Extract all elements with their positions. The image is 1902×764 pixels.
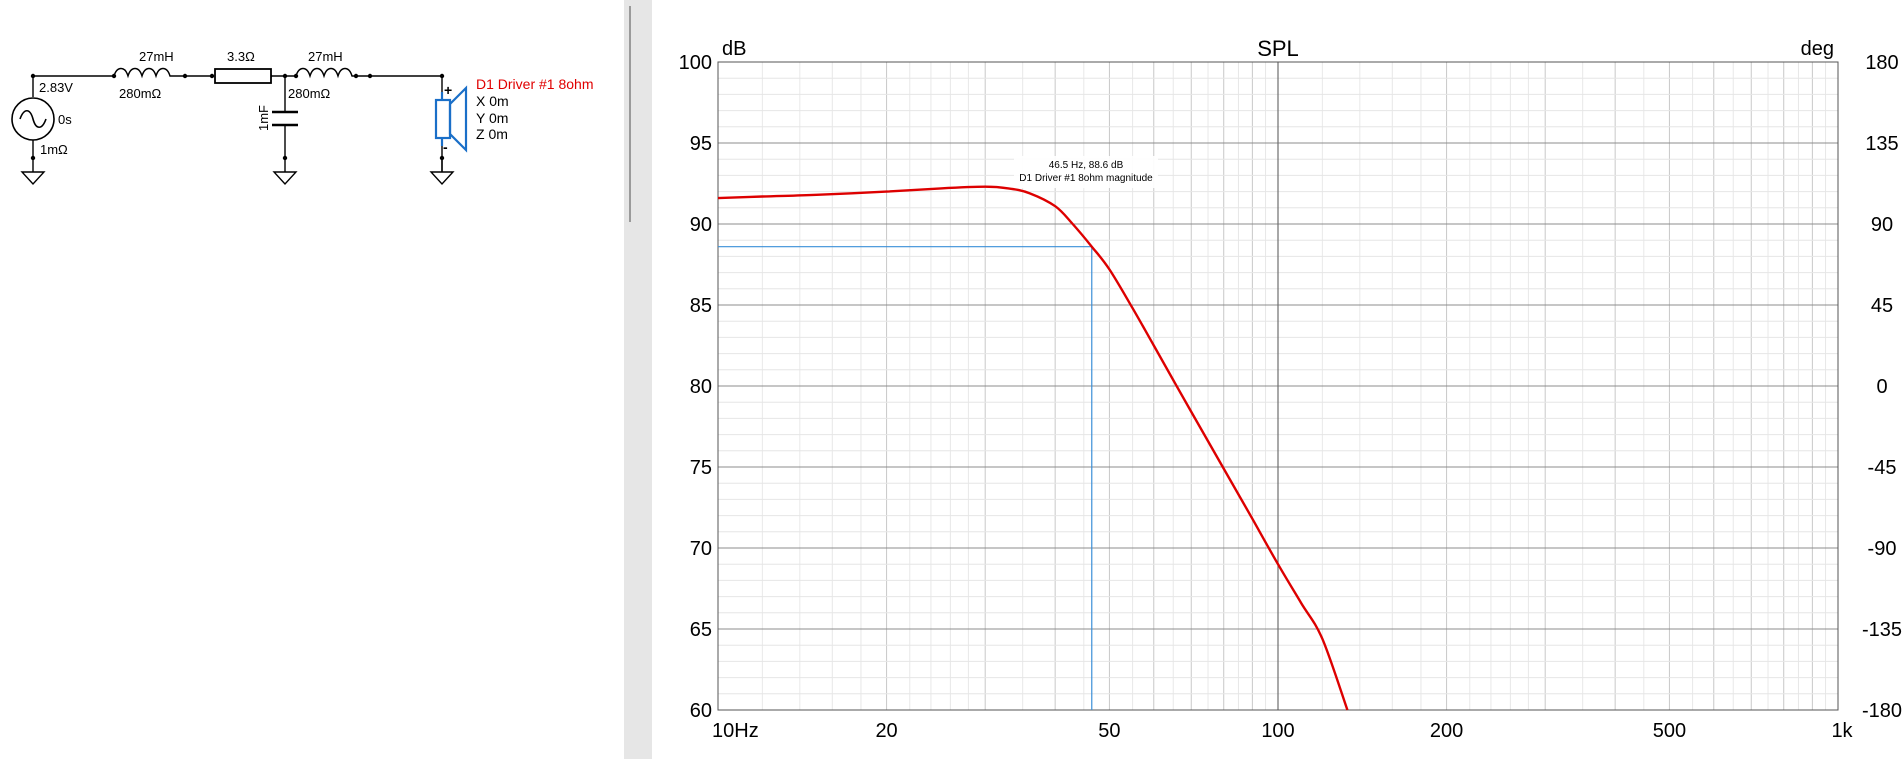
source-resistance-label: 1mΩ <box>40 142 68 157</box>
left-axis-unit: dB <box>722 38 746 60</box>
driver-minus-label: - <box>443 139 448 155</box>
resistor-value-label: 3.3Ω <box>227 49 255 64</box>
cursor-readout: 46.5 Hz, 88.6 dB <box>1049 160 1124 171</box>
driver-x-label: X 0m <box>476 93 509 109</box>
pane-splitter[interactable] <box>624 0 652 759</box>
capacitor-value-label: 1mF <box>256 105 271 131</box>
x-tick-label: 50 <box>1098 720 1120 742</box>
driver-z-label: Z 0m <box>476 126 508 142</box>
y2-tick-label: -135 <box>1862 619 1902 641</box>
x-tick-label: 200 <box>1430 720 1463 742</box>
inductor-1[interactable] <box>113 67 185 79</box>
y-tick-label: 85 <box>690 295 712 317</box>
source-voltage-label: 2.83V <box>39 80 73 95</box>
ground-icon <box>272 171 298 186</box>
y2-tick-label: -45 <box>1868 457 1897 479</box>
right-axis-unit: deg <box>1801 38 1834 60</box>
y2-tick-label: -180 <box>1862 700 1902 722</box>
cursor-series-label: D1 Driver #1 8ohm magnitude <box>1019 173 1153 184</box>
resistor[interactable] <box>214 68 272 84</box>
y2-tick-label: 0 <box>1876 376 1887 398</box>
inductor-1-value-label: 27mH <box>139 49 174 64</box>
driver-y-label: Y 0m <box>476 110 508 126</box>
x-tick-label: 10Hz <box>712 720 759 742</box>
splitter-scrollbar[interactable] <box>629 6 631 222</box>
y-tick-label: 95 <box>690 133 712 155</box>
spl-magnitude-line <box>717 185 1349 711</box>
y-tick-label: 100 <box>679 52 712 74</box>
inductor-2-resistance-label: 280mΩ <box>288 86 331 101</box>
cursor-tooltip: 46.5 Hz, 88.6 dB D1 Driver #1 8ohm magni… <box>1014 156 1158 188</box>
x-tick-label: 20 <box>875 720 897 742</box>
y2-tick-label: -90 <box>1868 538 1897 560</box>
y2-tick-label: 180 <box>1865 52 1898 74</box>
inductor-1-resistance-label: 280mΩ <box>119 86 162 101</box>
capacitor[interactable] <box>272 110 298 127</box>
x-tick-label: 500 <box>1653 720 1686 742</box>
ground-icon <box>20 171 46 186</box>
ground-icon <box>429 171 455 186</box>
y-tick-label: 90 <box>690 214 712 236</box>
schematic-pane[interactable]: 2.83V 0s 1mΩ 27mH 280mΩ 3.3Ω 27mH 280mΩ … <box>0 0 624 759</box>
y-tick-label: 80 <box>690 376 712 398</box>
source-delay-label: 0s <box>58 112 72 127</box>
x-tick-label: 1k <box>1831 720 1853 742</box>
crossover-schematic[interactable]: 2.83V 0s 1mΩ 27mH 280mΩ 3.3Ω 27mH 280mΩ … <box>0 0 624 759</box>
x-tick-label: 100 <box>1261 720 1294 742</box>
driver-name-label: D1 Driver #1 8ohm <box>476 76 594 92</box>
y-tick-label: 65 <box>690 619 712 641</box>
inductor-2-value-label: 27mH <box>308 49 343 64</box>
y2-tick-label: 90 <box>1871 214 1893 236</box>
y-tick-label: 60 <box>690 700 712 722</box>
speaker-driver[interactable] <box>434 85 468 153</box>
spl-graph-pane[interactable]: 100 95 90 85 80 75 70 65 60 10Hz 20 50 100 200 500 1k 18… <box>652 0 1902 759</box>
voltage-source[interactable] <box>11 97 55 141</box>
y2-tick-label: 135 <box>1865 133 1898 155</box>
chart-title: SPL <box>1257 36 1299 61</box>
driver-plus-label: + <box>444 82 452 98</box>
y2-tick-label: 45 <box>1871 295 1893 317</box>
y-tick-label: 70 <box>690 538 712 560</box>
y-tick-label: 75 <box>690 457 712 479</box>
plot-frame <box>717 61 1839 711</box>
inductor-2[interactable] <box>295 67 356 79</box>
